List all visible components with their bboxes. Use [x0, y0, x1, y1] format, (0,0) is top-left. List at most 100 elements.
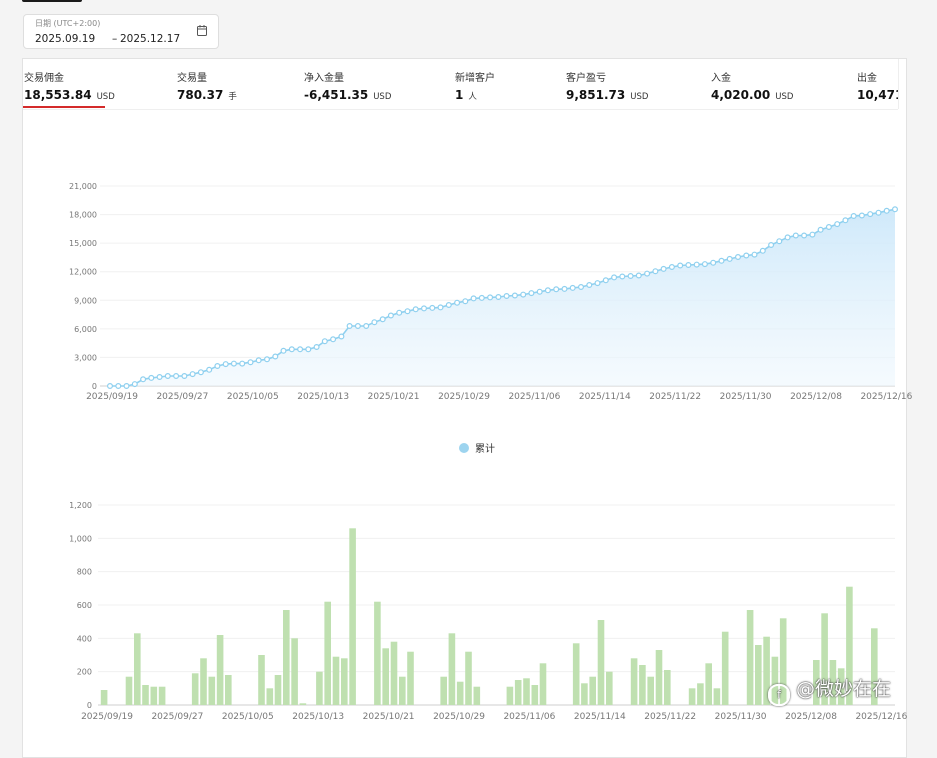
- data-point: [743, 252, 750, 259]
- kpi-net-deposit[interactable]: 净入金量 -6,451.35 USD: [304, 69, 391, 103]
- legend-label: 累计: [475, 444, 495, 455]
- data-point: [454, 299, 461, 306]
- bar: [225, 675, 232, 705]
- data-point: [115, 383, 122, 390]
- data-point: [660, 265, 667, 272]
- bar: [399, 676, 406, 705]
- kpi-value: 780.37: [177, 88, 224, 102]
- data-point: [106, 383, 113, 390]
- x-tick-label: 2025/11/30: [720, 392, 772, 402]
- data-point: [759, 247, 766, 254]
- bar: [125, 676, 133, 705]
- bar: [713, 688, 721, 705]
- x-tick-label: 2025/11/06: [503, 712, 555, 722]
- date-separator: –: [112, 33, 118, 45]
- kpi-deposit[interactable]: 入金 4,020.00 USD: [711, 69, 793, 103]
- y-tick-label: 400: [77, 634, 92, 643]
- data-point: [404, 308, 411, 315]
- data-point: [776, 238, 783, 245]
- data-point: [429, 304, 436, 311]
- bar: [746, 610, 754, 705]
- bar: [473, 686, 481, 705]
- bar: [821, 613, 828, 705]
- bar: [341, 658, 348, 705]
- bar: [514, 680, 522, 705]
- cumulative-area-fill: [110, 209, 895, 386]
- date-range-picker[interactable]: 日期 (UTC+2:00) 2025.09.19 – 2025.12.17: [23, 14, 219, 49]
- legend-marker: [459, 443, 469, 453]
- data-point: [536, 288, 543, 295]
- data-point: [883, 207, 890, 214]
- y-tick-label: 21,000: [69, 182, 97, 191]
- data-point: [173, 373, 180, 380]
- bar: [456, 681, 464, 705]
- data-point: [520, 291, 527, 298]
- bar: [688, 688, 696, 705]
- kpi-label: 交易佣金: [24, 73, 64, 84]
- data-point: [148, 374, 155, 381]
- kpi-label: 净入金量: [304, 73, 344, 84]
- kpi-withdrawal[interactable]: 出金 10,471.: [857, 69, 906, 103]
- data-point: [693, 261, 700, 268]
- x-tick-label: 2025/09/27: [151, 712, 203, 722]
- bar: [208, 676, 216, 705]
- data-point: [668, 264, 675, 271]
- bar: [191, 673, 199, 705]
- bar: [871, 628, 878, 705]
- bar: [258, 655, 265, 705]
- kpi-unit: USD: [373, 92, 392, 102]
- bar: [465, 651, 472, 705]
- bar: [299, 703, 307, 705]
- bar: [349, 528, 356, 705]
- data-point: [784, 234, 791, 241]
- kpi-commission[interactable]: 交易佣金 18,553.84 USD: [24, 69, 115, 103]
- end-date-input[interactable]: 2025.12.17: [120, 33, 181, 45]
- kpi-tabs: 交易佣金 18,553.84 USD 交易量 780.37 手 净入金量 -6,45…: [23, 59, 906, 110]
- data-point: [644, 270, 651, 277]
- start-date-input[interactable]: 2025.09.19: [35, 33, 96, 45]
- bar: [150, 686, 158, 705]
- y-tick-label: 800: [77, 568, 92, 577]
- bar: [697, 683, 704, 705]
- data-point: [602, 277, 609, 284]
- data-point: [586, 282, 593, 289]
- bar: [291, 638, 298, 705]
- data-point: [858, 212, 865, 219]
- cumulative-commission-chart: 0 3,000 6,000 9,000 12,000 15,000 18,000 21,000…: [69, 182, 913, 402]
- kpi-volume[interactable]: 交易量 780.37 手: [177, 69, 237, 103]
- more-button[interactable]: ···: [898, 59, 906, 109]
- data-point: [437, 304, 444, 311]
- y-tick-label: 6,000: [74, 325, 97, 334]
- y-tick-label: 3,000: [74, 353, 97, 362]
- y-tick-label: 0: [87, 701, 92, 710]
- data-point: [635, 272, 642, 279]
- kpi-unit: USD: [775, 92, 794, 102]
- bar: [407, 651, 414, 705]
- data-point: [305, 346, 312, 353]
- kpi-client-pnl[interactable]: 客户盈亏 9,851.73 USD: [566, 69, 648, 103]
- x-tick-label: 2025/09/19: [86, 392, 138, 402]
- bar: [589, 676, 596, 705]
- bar: [440, 676, 447, 705]
- data-point: [272, 353, 279, 360]
- x-tick-label: 2025/09/19: [81, 712, 133, 722]
- bar: [200, 658, 207, 705]
- y-tick-label: 1,000: [69, 534, 92, 543]
- y-tick-label: 200: [77, 668, 92, 677]
- bar: [448, 633, 456, 705]
- bar: [274, 675, 282, 705]
- bar: [721, 631, 729, 705]
- calendar-icon[interactable]: [197, 25, 207, 36]
- bar: [283, 610, 290, 705]
- chart-legend[interactable]: 累计: [459, 440, 495, 455]
- x-tick-label: 2025/11/22: [649, 392, 701, 402]
- x-tick-label: 2025/11/14: [579, 392, 631, 402]
- data-point: [487, 294, 494, 301]
- bar: [539, 663, 547, 705]
- data-point: [214, 363, 221, 370]
- kpi-label: 出金: [857, 73, 877, 84]
- data-point: [181, 373, 188, 380]
- kpi-value: 18,553.84: [24, 88, 92, 102]
- data-point: [255, 357, 262, 364]
